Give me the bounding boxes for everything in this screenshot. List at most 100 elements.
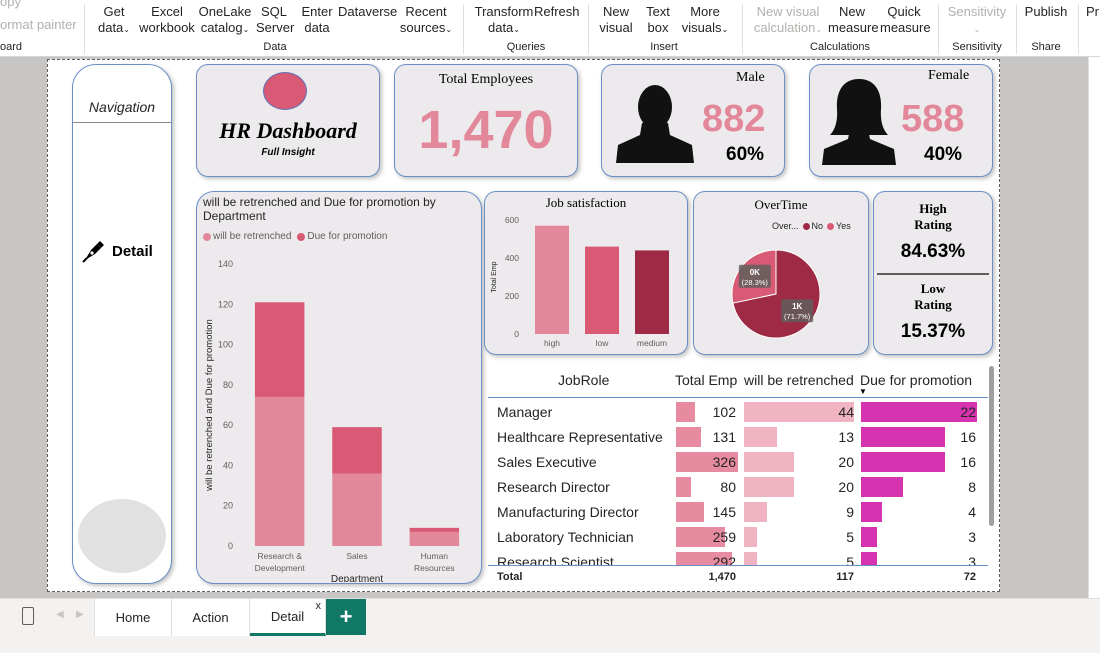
dataverse-button[interactable]: Dataverse — [338, 4, 398, 19]
tab-detail-label: Detail — [270, 608, 305, 624]
promotion-bar — [861, 502, 883, 522]
promotion-value: 16 — [960, 454, 976, 470]
qm-line1: Quick — [887, 4, 921, 19]
quick-measure-button[interactable]: Quick measure — [880, 4, 931, 36]
calculations-group-label: Calculations — [810, 41, 870, 53]
male-percent: 60% — [726, 144, 765, 165]
table-row[interactable]: Sales Executive 326 20 16 — [488, 450, 988, 475]
mobile-layout-icon[interactable] — [22, 607, 34, 625]
recent-sources-button[interactable]: Recent sources⌄ — [398, 4, 454, 38]
column-header-promotion[interactable]: Due for promotion — [860, 372, 973, 388]
publish-button[interactable]: Publish — [1024, 4, 1068, 19]
retrenched-total: 117 — [836, 571, 854, 583]
total-emp-bar — [676, 477, 692, 497]
y-tick-label: 400 — [505, 253, 519, 263]
text-box-button[interactable]: Text box — [643, 4, 673, 36]
nvc-line2: calculation — [753, 20, 816, 35]
total-emp-total: 1,470 — [708, 571, 736, 583]
chevron-down-icon: ⌄ — [815, 25, 823, 34]
bar-promotion — [332, 427, 382, 474]
total-emp-value: 259 — [712, 529, 736, 545]
get-data-line1: Get — [103, 4, 125, 19]
sensitivity-button[interactable]: Sensitivity ⌄ — [946, 4, 1008, 38]
sensitivity-label: Sensitivity — [947, 4, 1007, 19]
prev-page-icon[interactable]: ◀ — [56, 609, 64, 620]
navigation-title: Navigation — [88, 99, 156, 115]
new-visual-button[interactable]: New visual — [598, 4, 634, 36]
new-visual-calculation-button[interactable]: New visual calculation⌄ — [752, 4, 824, 38]
y-tick-label: 80 — [223, 380, 233, 390]
department-chart-title: will be retrenched and Due for promotion… — [203, 195, 436, 223]
table-row[interactable]: Research Scientist 292 5 3 — [488, 550, 988, 565]
table-row[interactable]: Research Director 80 20 8 — [488, 475, 988, 500]
female-percent: 40% — [924, 144, 963, 165]
high-rating-label: High Rating — [874, 201, 992, 233]
tab-home[interactable]: Home — [94, 599, 172, 636]
detail-nav-button[interactable]: Detail — [81, 237, 165, 265]
refresh-button[interactable]: Refresh — [534, 4, 580, 19]
x-tick-label: Human Resources — [414, 551, 455, 573]
retrenched-value: 9 — [846, 504, 854, 520]
transform-data-button[interactable]: Transform data⌄ — [474, 4, 534, 38]
table-row[interactable]: Manager 102 44 22 — [488, 400, 988, 425]
table-row[interactable]: Healthcare Representative 131 13 16 — [488, 425, 988, 450]
promotion-bar — [861, 477, 904, 497]
next-page-icon[interactable]: ▶ — [76, 609, 84, 620]
jobrole-cell: Research Director — [497, 479, 610, 495]
job-satisfaction-card[interactable]: Job satisfaction 0 200 400 600 Total Emp high… — [484, 191, 688, 355]
y-tick-label: 100 — [218, 340, 233, 350]
male-silhouette-icon — [616, 85, 694, 163]
new-measure-button[interactable]: New measure — [828, 4, 879, 36]
overtime-card[interactable]: OverTime Over... No Yes 1K (71.7%) 0K (28.3… — [693, 191, 869, 355]
onelake-catalog-button[interactable]: OneLake catalog⌄ — [198, 4, 252, 38]
x-tick-label: low — [596, 338, 610, 348]
total-emp-bar — [676, 402, 696, 422]
sort-desc-icon[interactable]: ▼ — [859, 387, 867, 396]
legend-label-yes: Yes — [836, 221, 851, 231]
table-row[interactable]: Manufacturing Director 145 9 4 — [488, 500, 988, 525]
more-visuals-button[interactable]: More visuals⌄ — [680, 4, 730, 38]
overtime-title: OverTime — [754, 197, 808, 212]
column-header-total-emp[interactable]: Total Emp — [675, 372, 738, 388]
legend-dot-promotion — [297, 232, 306, 241]
legend-dot-retrenched — [203, 232, 211, 241]
total-emp-bar — [676, 527, 726, 547]
overtime-legend-title: Over... — [772, 221, 799, 231]
table-row[interactable]: Laboratory Technician 259 5 3 — [488, 525, 988, 550]
promotion-value: 3 — [968, 529, 976, 545]
sensitivity-group-label: Sensitivity — [952, 41, 1002, 53]
bar-low — [585, 246, 619, 334]
y-axis-label: Total Emp — [491, 261, 498, 292]
column-header-retrenched[interactable]: will be retrenched — [744, 372, 854, 388]
format-painter-button[interactable]: ormat painter — [0, 17, 77, 32]
chevron-down-icon: ⌄ — [242, 25, 250, 34]
sql-server-button[interactable]: SQL Server — [256, 4, 294, 36]
ribbon-separator — [84, 4, 85, 54]
bar-retrenched — [332, 473, 382, 546]
promotion-value: 3 — [968, 554, 976, 565]
copy-button[interactable]: opy — [0, 0, 21, 9]
promotion-value: 4 — [968, 504, 976, 520]
close-tab-icon[interactable]: x — [315, 600, 322, 612]
table-scrollbar[interactable] — [989, 366, 994, 526]
get-data-button[interactable]: Get data⌄ — [96, 4, 132, 38]
promotion-value: 22 — [960, 404, 976, 420]
tab-action[interactable]: Action — [172, 599, 250, 636]
add-page-button[interactable]: + — [326, 599, 366, 635]
pr-button[interactable]: Pr — [1086, 4, 1099, 19]
low-rating-label-2: Rating — [914, 297, 952, 312]
tab-detail[interactable]: Detail x — [250, 599, 326, 636]
dashboard-title: HR Dashboard — [219, 118, 357, 143]
department-chart-card[interactable]: will be retrenched and Due for promotion… — [196, 191, 482, 584]
total-emp-value: 145 — [712, 504, 736, 520]
female-card: Female 588 40% — [809, 64, 993, 177]
enter-data-button[interactable]: Enter data — [299, 4, 335, 36]
jobrole-table[interactable]: JobRole Total Emp will be retrenched Due… — [488, 364, 996, 590]
high-rating-value: 84.63% — [900, 241, 966, 262]
total-emp-bar — [676, 502, 704, 522]
column-header-jobrole[interactable]: JobRole — [558, 372, 610, 388]
male-value: 882 — [702, 98, 766, 140]
y-tick-label: 600 — [505, 215, 519, 225]
excel-workbook-button[interactable]: Excel workbook — [138, 4, 196, 36]
promotion-total: 72 — [963, 571, 976, 583]
